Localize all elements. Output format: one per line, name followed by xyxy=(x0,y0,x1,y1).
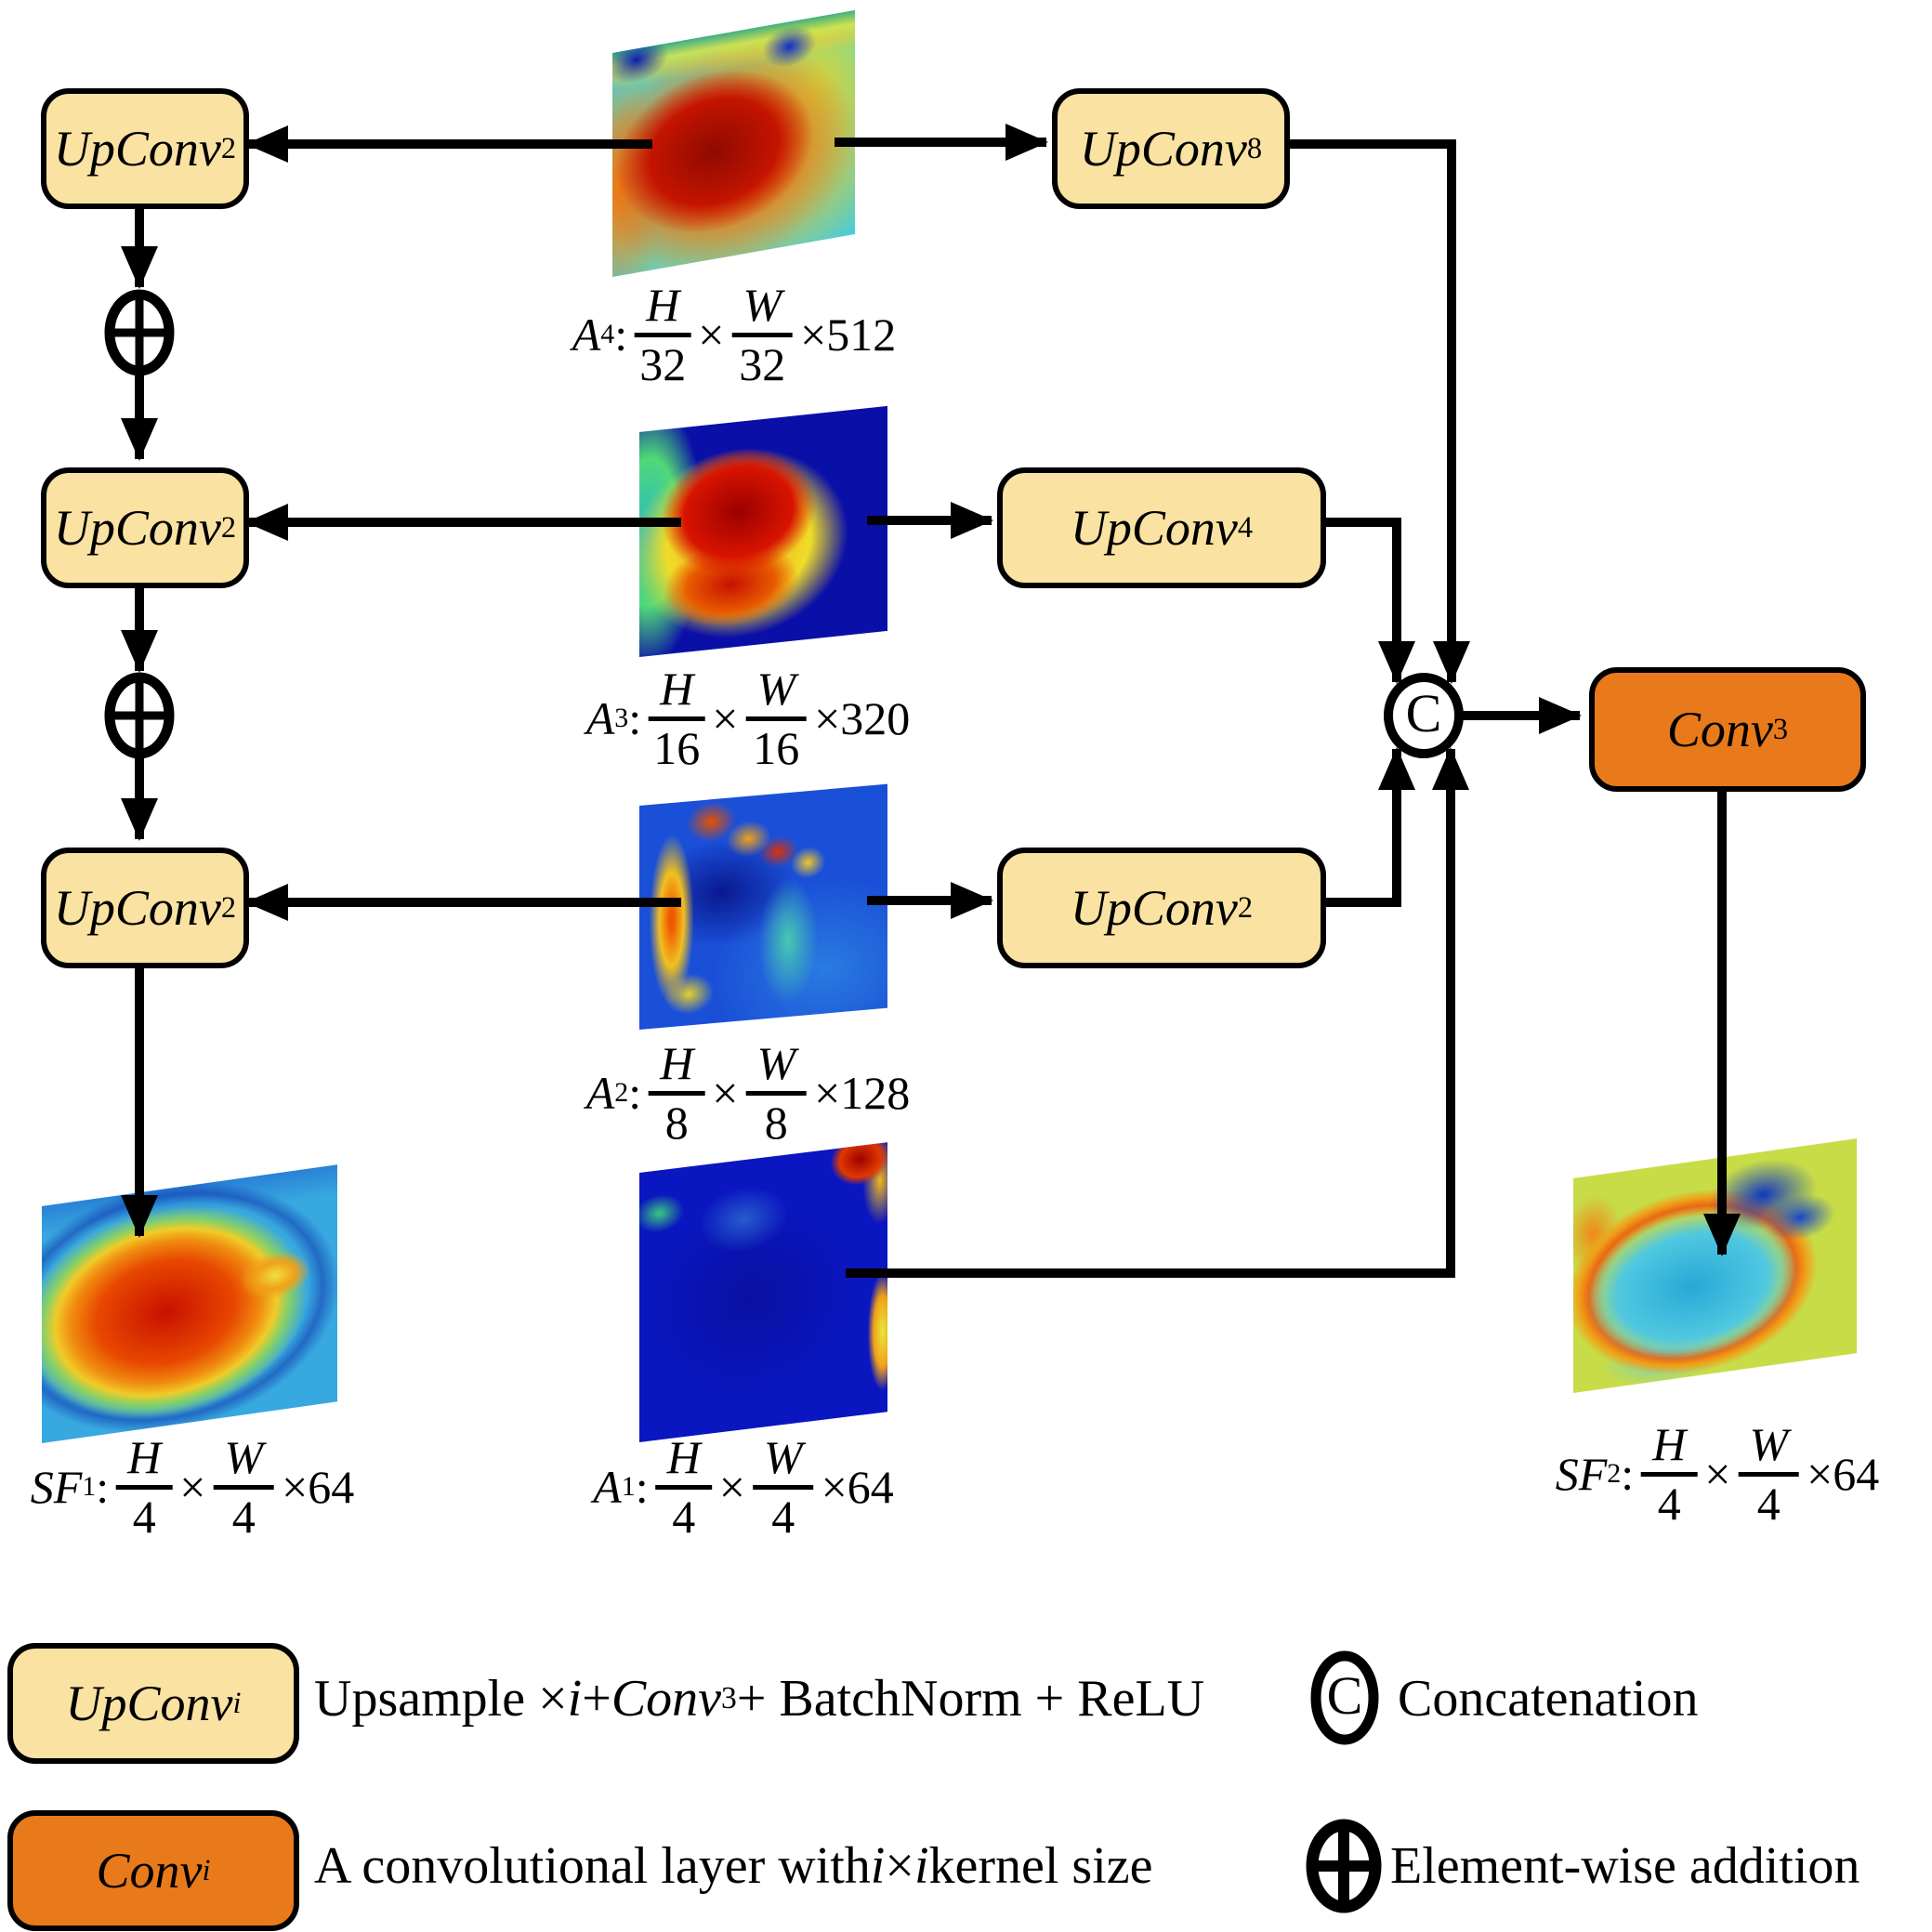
legend-concatenation-icon xyxy=(1310,1650,1379,1745)
concat-symbol: C xyxy=(1405,682,1442,743)
legend-conv-desc: A convolutional layer with i × i kernel … xyxy=(314,1837,1153,1895)
node-upconv8: UpConv 8 xyxy=(1052,88,1290,209)
node-upconv2-left-3: UpConv 2 xyxy=(41,848,249,968)
node-upconv2-right: UpConv 2 xyxy=(997,848,1326,968)
element-wise-addition-icon xyxy=(104,289,175,376)
concatenation-icon xyxy=(1384,673,1464,758)
legend-upconv-desc: Upsample × i + Conv 3 + BatchNorm + ReLU xyxy=(314,1670,1205,1728)
arrow-a1-to-concat xyxy=(846,747,1469,1278)
legend-concat-label: Concatenation xyxy=(1398,1670,1699,1728)
arrow-upconv4-to-concat xyxy=(1315,518,1415,684)
arrow-upconv2r-to-concat xyxy=(1315,747,1415,907)
legend-upconv-box: UpConv i xyxy=(7,1643,299,1764)
legend-add-label: Element-wise addition xyxy=(1390,1837,1860,1895)
element-wise-addition-icon xyxy=(104,672,175,759)
arrow-upconv8-to-concat xyxy=(1279,139,1470,684)
node-upconv2-left-2: UpConv 2 xyxy=(41,467,249,588)
node-upconv2-left-1: UpConv 2 xyxy=(41,88,249,209)
label-sf2: SF 2 : H 4 × W 4 ×64 xyxy=(1555,1418,1880,1530)
label-sf1: SF 1 : H 4 × W 4 ×64 xyxy=(30,1431,355,1543)
legend-element-wise-addition-icon xyxy=(1306,1819,1382,1913)
legend-concat-symbol: C xyxy=(1326,1664,1363,1726)
node-conv3: Conv 3 xyxy=(1589,667,1866,792)
node-upconv4: UpConv 4 xyxy=(997,467,1326,588)
legend-conv-box: Conv i xyxy=(7,1810,299,1931)
